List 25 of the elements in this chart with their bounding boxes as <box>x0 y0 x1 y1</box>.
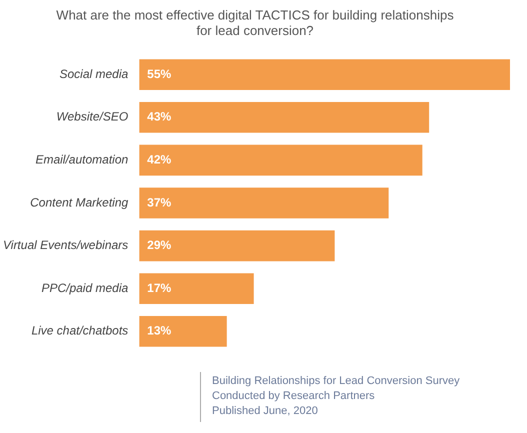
bar <box>139 102 430 133</box>
data-label: 17% <box>147 280 172 295</box>
data-label: 29% <box>147 238 172 252</box>
data-label: 13% <box>147 324 172 338</box>
data-label: 42% <box>147 152 172 167</box>
y-tick-label: Social media <box>59 66 128 81</box>
bar <box>139 273 254 304</box>
y-tick-label: PPC/paid media <box>41 280 128 295</box>
y-tick-label: Content Marketing <box>30 195 128 210</box>
y-tick-label: Virtual Events/webinars <box>2 238 128 252</box>
y-tick-label: Live chat/chatbots <box>31 324 128 338</box>
chart-title: What are the most effective digital TACTICS for building relationships for lead conversion? <box>56 7 454 38</box>
data-label: 55% <box>147 66 172 81</box>
bar <box>139 59 510 90</box>
bar <box>139 316 227 347</box>
y-tick-label: Website/SEO <box>56 110 128 124</box>
text: Building Relationships for Lead Conversion Survey <box>212 374 460 389</box>
data-label: 37% <box>147 195 172 210</box>
bar <box>139 188 389 218</box>
text: Conducted by Research Partners <box>212 389 376 404</box>
data-label: 43% <box>147 110 172 124</box>
y-tick-label: Email/automation <box>35 152 128 167</box>
text: Published June, 2020 <box>212 404 319 419</box>
bar <box>139 230 335 262</box>
bar <box>139 144 422 176</box>
